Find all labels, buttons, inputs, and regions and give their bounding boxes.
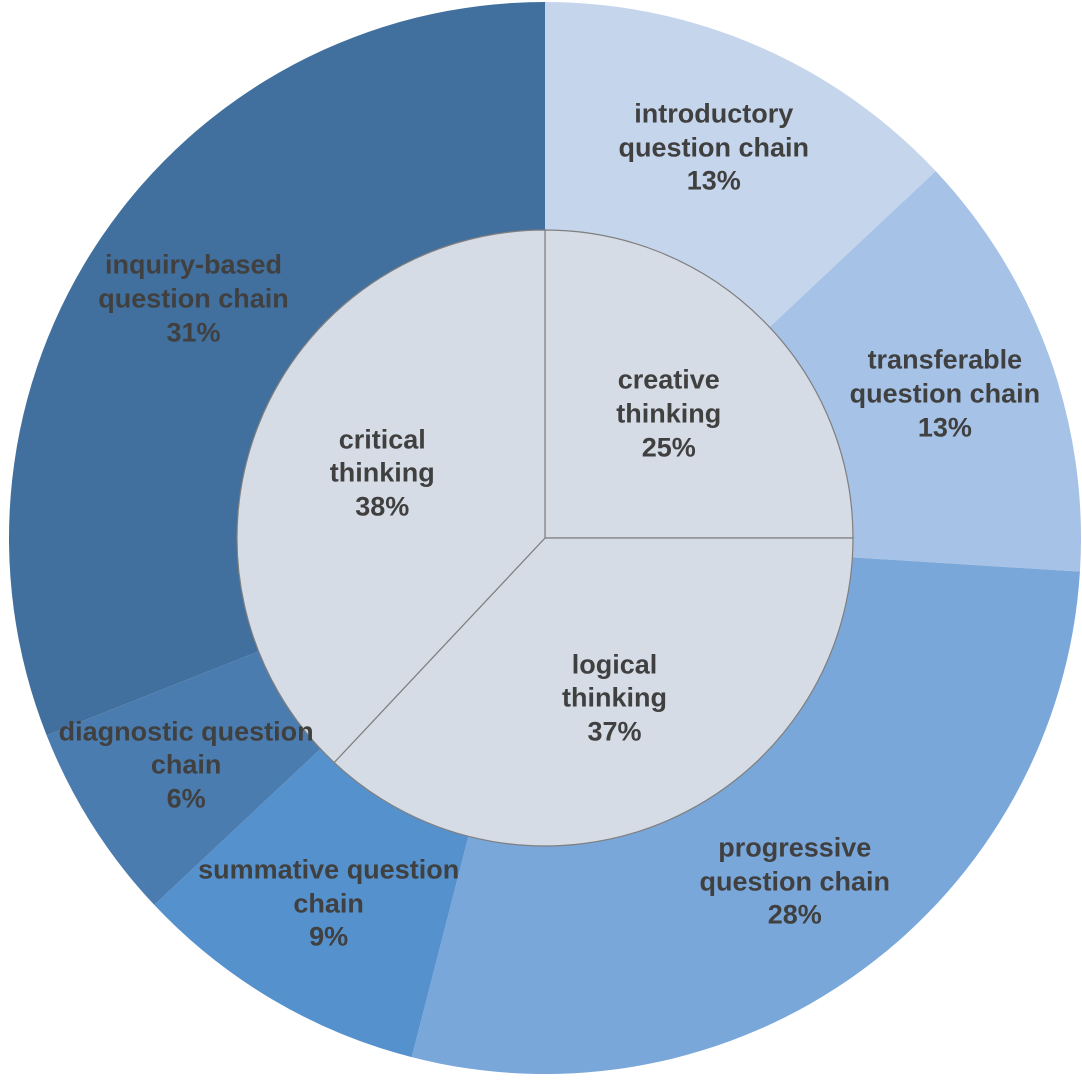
outer-label: introductory question chain 13% [579,97,849,198]
inner-wedge [333,537,854,847]
outer-wedge [154,748,469,1058]
value-label: 13% [917,411,972,442]
category-label: introductory question chain [618,98,810,163]
value-label: 13% [686,165,741,196]
category-label: summative question chain [198,854,460,918]
inner-label: logical thinking 37% [530,648,700,749]
value-label: 28% [767,899,822,930]
category-label: logical thinking [562,648,667,713]
outer-wedge [411,557,1080,1074]
inner-wedge [544,229,854,539]
category-label: critical thinking [329,423,435,488]
value-label: 31% [166,316,221,347]
category-label: progressive question chain [699,832,891,896]
outer-label: inquiry-based question chain 31% [58,248,328,349]
category-label: creative thinking [616,364,722,429]
category-label: diagnostic question chain [58,716,314,780]
outer-label: diagnostic question chain 6% [51,715,321,816]
category-label: transferable question chain [849,344,1041,409]
outer-label: summative question chain 9% [194,853,464,954]
inner-label: creative thinking 25% [584,364,754,465]
inner-label: critical thinking 38% [297,423,467,524]
outer-wedge [46,651,321,905]
value-label: 38% [355,491,410,522]
outer-label: progressive question chain 28% [660,831,930,932]
outer-wedge [8,2,546,736]
inner-wedge [236,229,546,764]
outer-wedge [769,171,1081,572]
value-label: 37% [587,716,642,747]
value-label: 25% [641,432,696,463]
category-label: inquiry-based question chain [98,249,289,314]
outer-label: transferable question chain 13% [810,343,1080,444]
value-label: 9% [309,921,349,952]
value-label: 6% [166,783,206,814]
